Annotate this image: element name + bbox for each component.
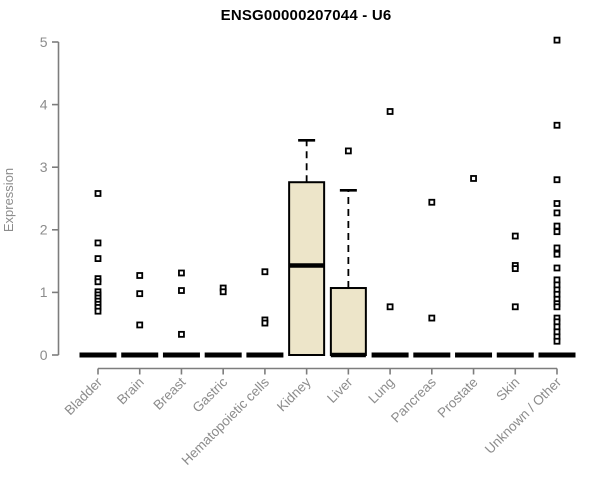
category-label-kidney: Kidney	[274, 374, 314, 414]
category-label-gastric: Gastric	[189, 374, 230, 415]
outlier-point-bladder-1	[94, 239, 102, 247]
category-label-prostate: Prostate	[435, 375, 481, 421]
outlier-point-brain-1	[136, 290, 144, 298]
outlier-point-unknown-other-3	[553, 200, 561, 207]
y-tick-label-5: 5	[40, 34, 48, 50]
y-tick-label-2: 2	[40, 222, 48, 238]
outlier-point-unknown-other-22	[553, 337, 561, 345]
y-axis-title: Expression	[1, 168, 16, 232]
outlier-point-unknown-other-9	[553, 264, 561, 272]
outlier-point-unknown-other-1	[553, 121, 561, 129]
outlier-point-breast-1	[178, 287, 185, 294]
y-tick-label-0: 0	[40, 347, 48, 363]
category-label-liver: Liver	[324, 374, 356, 406]
category-label-breast: Breast	[150, 374, 188, 412]
outlier-point-unknown-other-4	[553, 209, 561, 217]
outlier-point-breast-2	[178, 330, 185, 338]
box-kidney	[288, 181, 326, 356]
chart-title: ENSG00000207044 - U6	[220, 7, 392, 24]
outlier-point-bladder-4	[94, 278, 102, 286]
y-tick-label-3: 3	[40, 159, 48, 175]
outlier-point-brain-2	[136, 321, 144, 329]
category-label-skin: Skin	[493, 375, 522, 404]
category-label-unknown-other: Unknown / Other	[482, 374, 565, 457]
outlier-point-prostate-0	[470, 175, 477, 182]
outlier-point-bladder-0	[94, 190, 102, 197]
outlier-point-bladder-11	[94, 307, 102, 315]
category-label-bladder: Bladder	[62, 374, 106, 418]
outlier-point-bladder-2	[94, 255, 102, 262]
outlier-point-breast-0	[178, 269, 185, 277]
outlier-point-pancreas-0	[428, 198, 436, 206]
category-label-lung: Lung	[365, 375, 397, 407]
outlier-point-liver-0	[344, 147, 352, 155]
outlier-point-unknown-other-8	[553, 250, 561, 258]
outlier-point-unknown-other-0	[553, 36, 561, 44]
median-bar-bladder	[79, 352, 117, 358]
outlier-point-lung-0	[386, 108, 394, 115]
outlier-point-hematopoietic-cells-0	[261, 268, 269, 276]
outlier-point-unknown-other-16	[553, 303, 561, 311]
median-bar-brain	[121, 352, 159, 358]
median-bar-breast	[162, 352, 200, 358]
outlier-point-unknown-other-6	[553, 228, 561, 236]
outlier-point-pancreas-1	[428, 314, 436, 322]
median-bar-pancreas	[413, 352, 451, 358]
category-label-brain: Brain	[114, 375, 147, 408]
outlier-point-brain-0	[136, 272, 144, 279]
median-bar-gastric	[204, 352, 242, 358]
median-bar-lung	[371, 352, 409, 358]
y-tick-label-1: 1	[40, 284, 48, 300]
median-bar-prostate	[455, 352, 493, 358]
outlier-point-gastric-1	[219, 288, 227, 296]
outlier-point-unknown-other-5	[553, 222, 561, 230]
outlier-point-unknown-other-7	[553, 244, 561, 252]
outlier-point-lung-1	[386, 303, 394, 311]
outlier-point-skin-0	[511, 232, 519, 240]
outlier-point-skin-3	[511, 303, 519, 311]
outlier-point-unknown-other-2	[553, 176, 561, 184]
median-bar-hematopoietic-cells	[246, 352, 284, 358]
y-tick-label-4: 4	[40, 96, 48, 112]
median-bar-skin	[496, 352, 534, 358]
box-liver	[329, 287, 367, 357]
category-label-pancreas: Pancreas	[388, 374, 439, 425]
outlier-point-hematopoietic-cells-2	[261, 319, 269, 327]
outlier-point-skin-2	[511, 265, 519, 273]
median-bar-unknown-other	[538, 352, 576, 358]
